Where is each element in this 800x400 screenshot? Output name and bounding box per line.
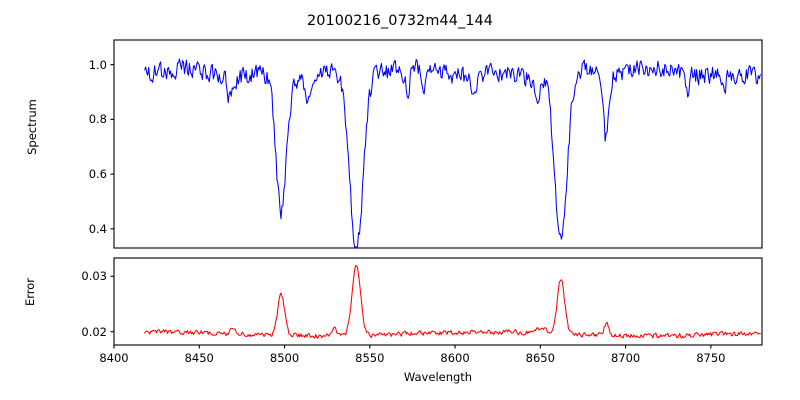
error-y-tick-label-0.02: 0.02 bbox=[81, 324, 107, 339]
x-tick-label-8750: 8750 bbox=[696, 351, 726, 365]
spectrum-axes bbox=[113, 39, 763, 249]
x-tick-label-8600: 8600 bbox=[440, 351, 470, 365]
spectrum-y-tick-label-1: 1.0 bbox=[88, 57, 107, 72]
spectrum-y-tick-label-0.6: 0.6 bbox=[88, 167, 107, 182]
x-tick-label-8550: 8550 bbox=[355, 351, 385, 365]
error-axes bbox=[113, 257, 763, 346]
page-title: 20100216_0732m44_144 bbox=[306, 13, 494, 29]
x-tick-label-8650: 8650 bbox=[525, 351, 555, 365]
spectrum-line bbox=[144, 58, 761, 248]
spectrum-y-axis-label: Spectrum bbox=[25, 99, 39, 155]
x-axis-label: Wavelength bbox=[403, 370, 473, 384]
spectrum-y-tick-label-0.8: 0.8 bbox=[88, 112, 107, 127]
tick-marks bbox=[110, 64, 712, 349]
spectrum-y-tick-label-0.4: 0.4 bbox=[88, 221, 107, 236]
x-tick-label-8400: 8400 bbox=[99, 351, 129, 365]
x-tick-label-8450: 8450 bbox=[184, 351, 214, 365]
x-tick-label-8500: 8500 bbox=[269, 351, 300, 365]
error-y-axis-label: Error bbox=[23, 277, 37, 307]
x-tick-label-8700: 8700 bbox=[610, 351, 641, 365]
error-y-tick-label-0.03: 0.03 bbox=[81, 269, 107, 284]
error-line bbox=[144, 265, 761, 339]
